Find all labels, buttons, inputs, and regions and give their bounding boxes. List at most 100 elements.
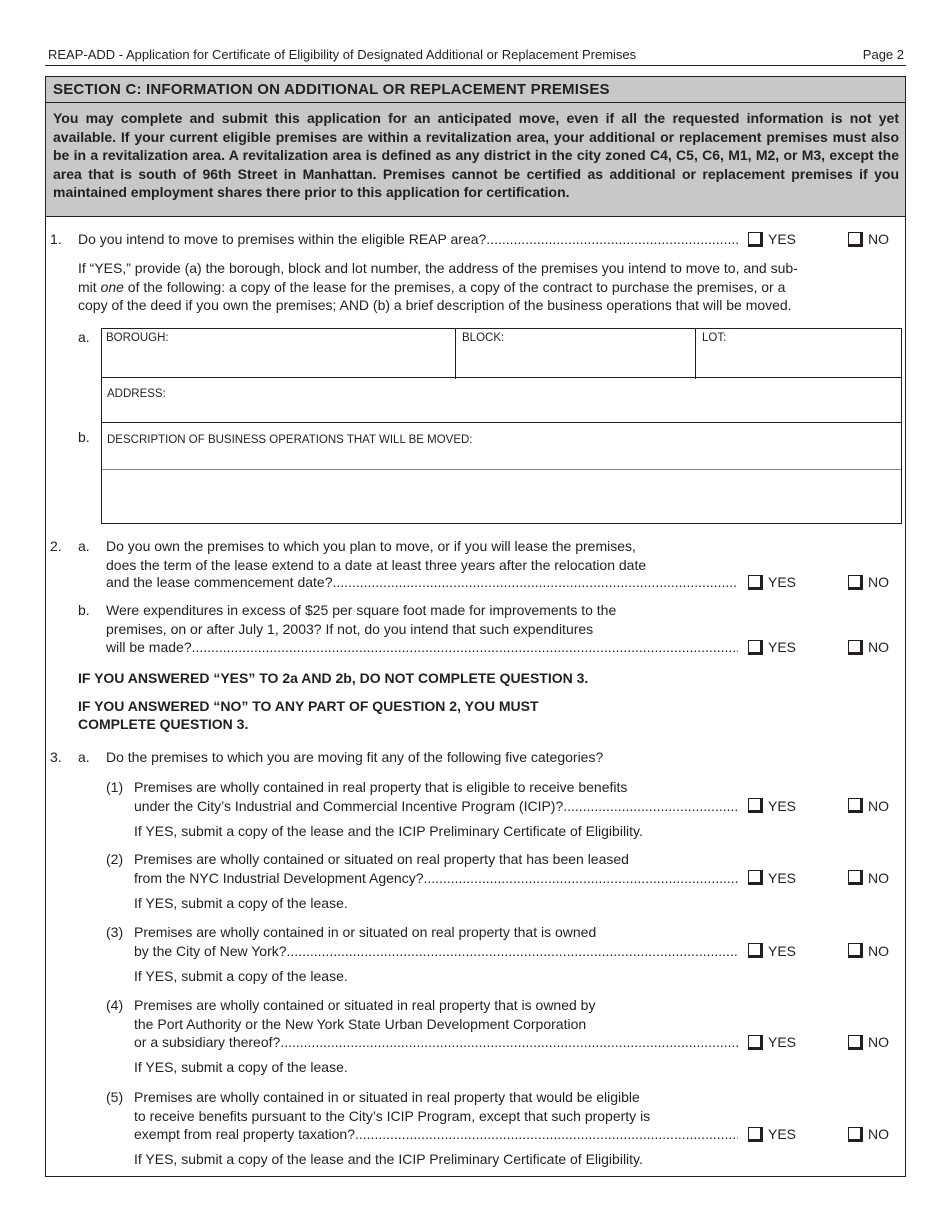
category-number: (5): [106, 1089, 124, 1105]
category-4-yes-checkbox[interactable]: YES: [748, 1033, 796, 1051]
no-label: NO: [868, 942, 889, 959]
q2a-yes-checkbox[interactable]: YES: [748, 573, 796, 591]
checkbox-icon: [748, 231, 763, 247]
category-1-yes-checkbox[interactable]: YES: [748, 797, 796, 815]
checkbox-icon: [848, 870, 863, 885]
checkbox-icon: [748, 1126, 763, 1142]
text: from the NYC Industrial Development Agen…: [134, 869, 424, 886]
leader-dots: [355, 1125, 738, 1143]
category-note: If YES, submit a copy of the lease.: [134, 1059, 348, 1075]
category-line: to receive benefits pursuant to the City…: [134, 1107, 651, 1124]
intro-text: You may complete and submit this applica…: [53, 110, 899, 201]
q2-note-no: IF YOU ANSWERED “NO” TO ANY PART OF QUES…: [78, 698, 539, 714]
leader-dots: [563, 797, 738, 815]
text: by the City of New York?: [134, 942, 287, 959]
no-label: NO: [868, 639, 889, 655]
yes-label: YES: [768, 942, 797, 959]
category-3-no-checkbox[interactable]: NO: [848, 942, 889, 960]
category-last-line: under the City’s Industrial and Commerci…: [134, 797, 738, 815]
category-note: If YES, submit a copy of the lease.: [134, 894, 348, 911]
text: or a subsidiary thereof?: [134, 1034, 281, 1050]
text: exempt from real property taxation?: [134, 1126, 355, 1142]
text: will be made?: [106, 639, 192, 655]
emphasis: one: [100, 279, 124, 295]
text: mit: [78, 279, 101, 295]
borough-field[interactable]: BOROUGH:: [106, 332, 169, 344]
divider: [102, 469, 901, 470]
category-last-line: or a subsidiary thereof?: [134, 1033, 738, 1051]
q2-note-yes: IF YOU ANSWERED “YES” TO 2a AND 2b, DO N…: [78, 670, 589, 686]
q2b-yes-checkbox[interactable]: YES: [748, 638, 796, 656]
q2a-last-line: and the lease commencement date?: [106, 573, 738, 591]
category-note: If YES, submit a copy of the lease and t…: [134, 822, 643, 839]
divider: [695, 329, 696, 379]
category-5-no-checkbox[interactable]: NO: [848, 1125, 889, 1143]
text: of the following: a copy of the lease fo…: [123, 279, 786, 295]
block-field[interactable]: BLOCK:: [462, 332, 505, 344]
category-4-no-checkbox[interactable]: NO: [848, 1033, 889, 1051]
yes-label: YES: [768, 639, 797, 655]
divider: [455, 329, 456, 379]
description-field[interactable]: DESCRIPTION OF BUSINESS OPERATIONS THAT …: [107, 434, 473, 446]
checkbox-icon: [848, 943, 863, 958]
yes-label: YES: [768, 574, 797, 590]
premises-table: BOROUGH: BLOCK: LOT: ADDRESS: DESCRIPTIO…: [101, 328, 902, 524]
category-line: Premises are wholly contained or situate…: [134, 997, 596, 1013]
category-line: Premises are wholly contained or situate…: [134, 851, 629, 867]
q1-instructions-line3: copy of the deed if you own the premises…: [78, 297, 792, 313]
leader-dots: [287, 942, 738, 960]
checkbox-icon: [748, 798, 763, 813]
q2a-line: does the term of the lease extend to a d…: [106, 557, 647, 573]
yes-label: YES: [768, 1126, 797, 1142]
q1-no-checkbox[interactable]: NO: [848, 230, 889, 248]
no-label: NO: [868, 231, 889, 247]
checkbox-icon: [748, 870, 763, 885]
category-5-yes-checkbox[interactable]: YES: [748, 1125, 796, 1143]
checkbox-icon: [848, 1126, 863, 1142]
address-field[interactable]: ADDRESS:: [107, 388, 166, 400]
q2b-last-line: will be made?: [106, 638, 738, 656]
category-3-yes-checkbox[interactable]: YES: [748, 942, 796, 960]
category-line: Premises are wholly contained in or situ…: [134, 924, 597, 940]
lot-field[interactable]: LOT:: [702, 332, 727, 344]
divider: [102, 377, 901, 378]
checkbox-icon: [748, 943, 763, 958]
q1-yes-checkbox[interactable]: YES: [748, 230, 796, 248]
checkbox-icon: [848, 574, 863, 590]
category-note: If YES, submit a copy of the lease and t…: [134, 1151, 643, 1167]
category-1-no-checkbox[interactable]: NO: [848, 797, 889, 815]
checkbox-icon: [848, 798, 863, 813]
no-label: NO: [868, 797, 889, 814]
q1a-label: a.: [78, 329, 90, 345]
q2b-line: Were expenditures in excess of $25 per s…: [106, 602, 617, 618]
q2a-line: Do you own the premises to which you pla…: [106, 538, 636, 554]
q2b-no-checkbox[interactable]: NO: [848, 638, 889, 656]
category-last-line: by the City of New York?: [134, 942, 738, 960]
leader-dots: [192, 638, 738, 656]
q1-text: Do you intend to move to premises within…: [78, 231, 487, 247]
yes-label: YES: [768, 231, 797, 247]
category-line: Premises are wholly contained in or situ…: [134, 1089, 640, 1105]
text: and the lease commencement date?: [106, 574, 333, 590]
q3-number: 3.: [50, 749, 62, 765]
form-title: REAP-ADD - Application for Certificate o…: [48, 47, 637, 62]
q1b-label: b.: [78, 429, 90, 445]
leader-dots: [280, 1033, 738, 1051]
section-title: SECTION C: INFORMATION ON ADDITIONAL OR …: [53, 81, 610, 98]
q1-question: Do you intend to move to premises within…: [78, 230, 738, 248]
q1-number: 1.: [50, 231, 62, 247]
q2a-label: a.: [78, 538, 90, 554]
no-label: NO: [868, 1034, 889, 1050]
q2-note-no: COMPLETE QUESTION 3.: [78, 716, 249, 732]
category-line: the Port Authority or the New York State…: [134, 1015, 587, 1032]
category-note: If YES, submit a copy of the lease.: [134, 967, 348, 984]
q2b-label: b.: [78, 602, 90, 618]
checkbox-icon: [848, 639, 863, 655]
category-2-yes-checkbox[interactable]: YES: [748, 869, 796, 887]
section-intro: You may complete and submit this applica…: [45, 103, 906, 217]
checkbox-icon: [848, 1034, 863, 1050]
q2a-no-checkbox[interactable]: NO: [848, 573, 889, 591]
category-2-no-checkbox[interactable]: NO: [848, 869, 889, 887]
checkbox-icon: [748, 639, 763, 655]
